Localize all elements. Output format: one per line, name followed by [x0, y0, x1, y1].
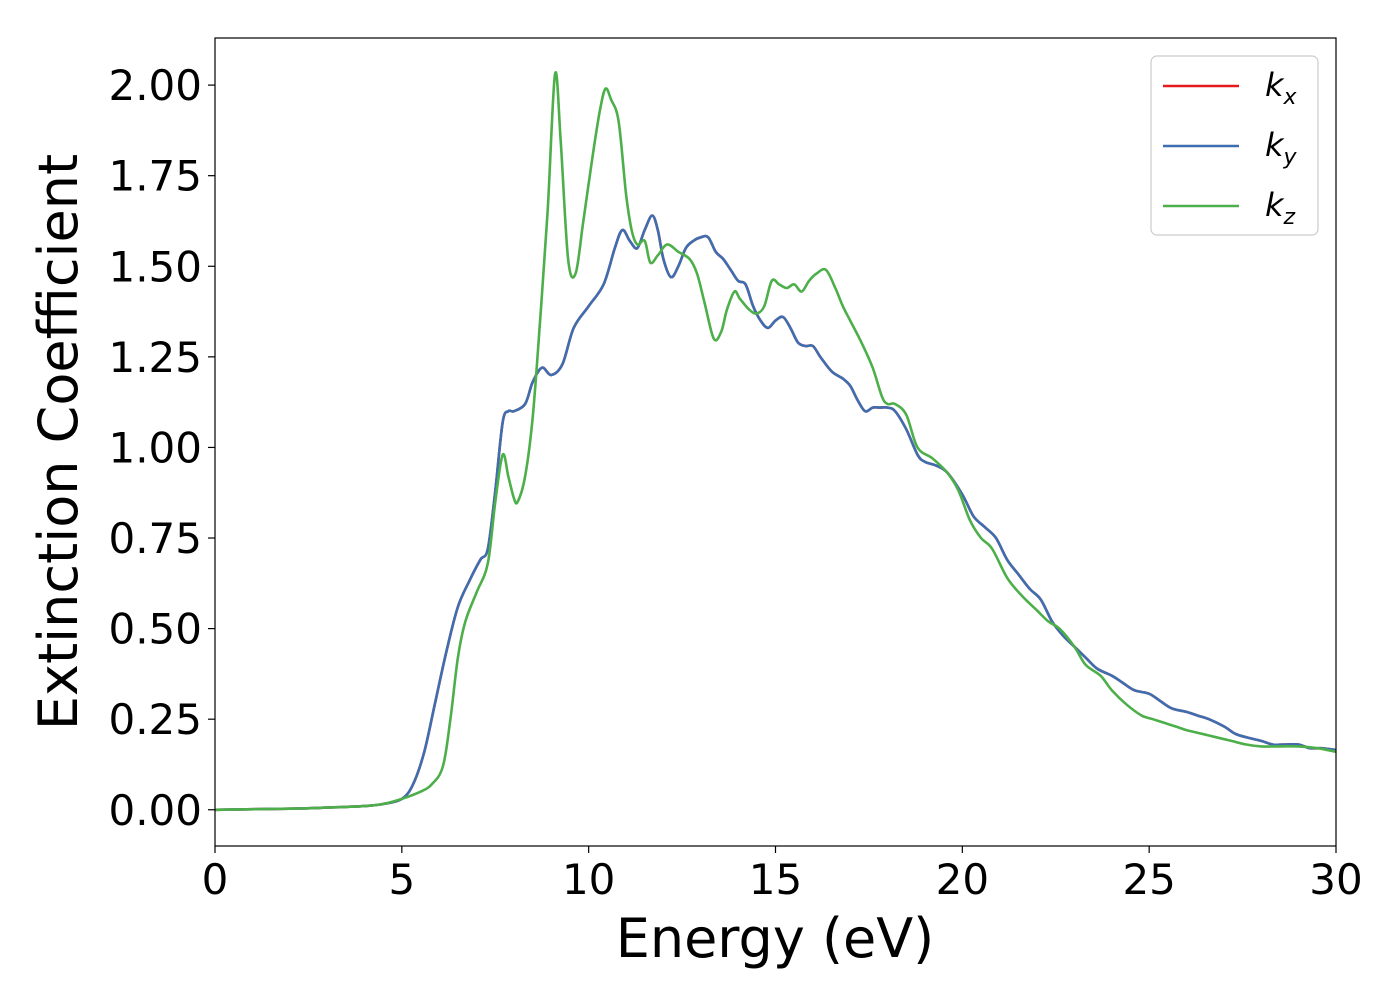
series-layer: [215, 70, 1336, 812]
x-tick-label: 30: [1309, 855, 1362, 904]
legend-label-ky: ky: [1265, 126, 1298, 170]
y-tick-label: 1.75: [108, 152, 202, 201]
y-tick-label: 0.75: [108, 514, 202, 563]
x-tick-label: 15: [749, 855, 802, 904]
y-axis-title: Extinction Coefficient: [27, 154, 90, 730]
x-tick-label: 5: [388, 855, 415, 904]
legend-label-subscript: z: [1283, 205, 1296, 230]
y-tick-label: 1.50: [108, 242, 202, 291]
legend-label-kz: kz: [1265, 186, 1296, 230]
series-line-kz: [215, 70, 1336, 812]
x-tick-label: 25: [1122, 855, 1175, 904]
legend-label-subscript: x: [1283, 85, 1298, 110]
legend-label-kx: kx: [1265, 66, 1298, 110]
legend-label-base: k: [1265, 186, 1285, 224]
series-line-kx: [215, 214, 1336, 812]
y-tick-label: 0.50: [108, 605, 202, 654]
x-tick-label: 10: [562, 855, 615, 904]
plot-frame: [214, 37, 1337, 847]
x-tick-label: 20: [936, 855, 989, 904]
series-line-ky: [215, 214, 1336, 812]
legend-label-base: k: [1265, 66, 1285, 104]
y-tick-label: 1.25: [108, 333, 202, 382]
y-tick-label: 0.00: [108, 786, 202, 835]
x-axis-title: Energy (eV): [616, 907, 935, 970]
legend-label-subscript: y: [1283, 145, 1298, 170]
ticks-layer: 0 5 10 15 20 25 30 0.00 0.25 0.50 0.75 1.00 1.25 1.50…: [108, 61, 1362, 904]
y-tick-label: 0.25: [108, 695, 202, 744]
x-tick-label: 0: [202, 855, 229, 904]
legend-label-base: k: [1265, 126, 1285, 164]
y-tick-label: 1.00: [108, 423, 202, 472]
y-tick-label: 2.00: [108, 61, 202, 110]
